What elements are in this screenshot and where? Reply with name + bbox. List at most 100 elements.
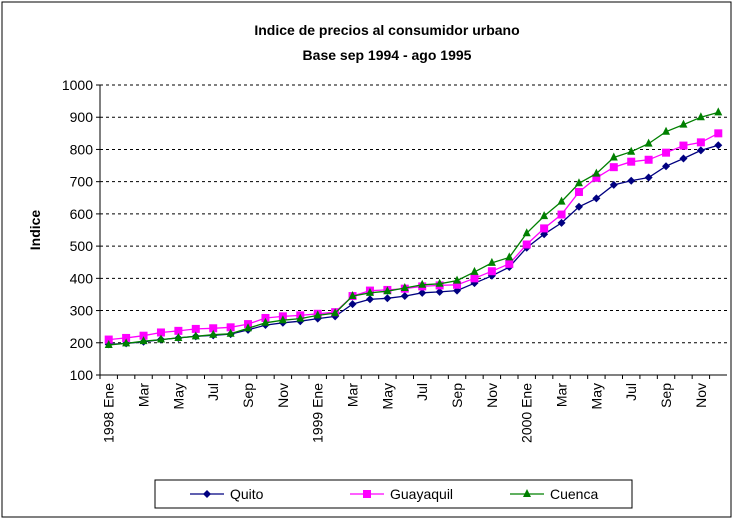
- data-point: [191, 331, 200, 340]
- data-point: [574, 187, 583, 196]
- y-tick-label: 800: [70, 141, 94, 157]
- data-point: [244, 323, 253, 332]
- data-point: [331, 308, 340, 317]
- data-point: [400, 283, 409, 291]
- data-point: [627, 157, 636, 166]
- data-point: [435, 278, 444, 287]
- data-point: [679, 154, 688, 163]
- data-point: [609, 180, 618, 189]
- data-point: [522, 240, 531, 249]
- data-point: [487, 257, 496, 266]
- y-axis-label: Indice: [27, 210, 43, 251]
- series-line: [108, 111, 719, 346]
- data-point: [644, 155, 653, 164]
- y-tick-label: 500: [70, 238, 94, 254]
- data-point: [470, 266, 479, 275]
- data-point: [714, 129, 723, 138]
- data-point: [714, 141, 723, 150]
- data-point: [679, 141, 688, 150]
- y-tick-label: 300: [70, 303, 94, 319]
- data-point: [209, 324, 218, 333]
- data-point: [557, 210, 566, 219]
- data-point: [278, 315, 287, 324]
- data-point: [627, 146, 636, 155]
- data-point: [714, 107, 723, 116]
- data-point: [104, 340, 113, 349]
- data-point: [696, 146, 705, 155]
- x-tick-label: May: [379, 383, 395, 409]
- data-point: [592, 194, 601, 203]
- y-tick-label: 400: [70, 270, 94, 286]
- data-point: [139, 336, 148, 345]
- data-point: [505, 252, 514, 261]
- legend-label: Cuenca: [550, 486, 598, 502]
- legend-marker: [203, 490, 211, 498]
- data-point: [209, 329, 218, 338]
- data-point: [261, 317, 270, 326]
- data-point: [435, 287, 444, 296]
- data-point: [487, 267, 496, 276]
- data-point: [662, 162, 671, 171]
- x-tick-label: Jul: [414, 383, 430, 401]
- data-point: [609, 152, 618, 161]
- data-point: [365, 287, 374, 296]
- data-point: [609, 163, 618, 172]
- data-point: [156, 328, 165, 337]
- x-tick-label: Jul: [205, 383, 221, 401]
- data-point: [122, 333, 131, 342]
- data-point: [348, 300, 357, 309]
- data-point: [696, 138, 705, 147]
- legend-label: Guayaquil: [390, 486, 453, 502]
- data-point: [418, 288, 427, 297]
- data-point: [644, 173, 653, 182]
- x-tick-label: 1998 Ene: [101, 383, 117, 443]
- x-tick-label: Sep: [658, 383, 674, 408]
- y-tick-label: 100: [70, 367, 94, 383]
- data-point: [574, 202, 583, 211]
- y-tick-label: 200: [70, 335, 94, 351]
- x-tick-label: Sep: [240, 383, 256, 408]
- data-point: [540, 211, 549, 220]
- data-point: [662, 148, 671, 157]
- data-point: [104, 335, 113, 344]
- data-point: [627, 176, 636, 185]
- x-tick-label: Mar: [136, 383, 152, 407]
- data-point: [365, 295, 374, 304]
- y-tick-label: 1000: [62, 77, 93, 93]
- data-point: [174, 326, 183, 335]
- data-point: [644, 138, 653, 147]
- chart-title: Indice de precios al consumidor urbano: [254, 22, 519, 38]
- data-point: [505, 259, 514, 268]
- data-point: [453, 275, 462, 284]
- x-tick-label: Jul: [623, 383, 639, 401]
- data-point: [592, 173, 601, 182]
- x-tick-label: May: [170, 383, 186, 409]
- x-tick-label: Mar: [345, 383, 361, 407]
- data-point: [226, 328, 235, 337]
- data-point: [557, 218, 566, 227]
- y-tick-label: 600: [70, 206, 94, 222]
- data-point: [313, 310, 322, 319]
- data-point: [574, 178, 583, 187]
- data-point: [470, 274, 479, 283]
- data-point: [122, 338, 131, 347]
- data-point: [557, 196, 566, 205]
- x-tick-label: Nov: [484, 383, 500, 408]
- x-tick-label: Mar: [554, 383, 570, 407]
- data-point: [226, 323, 235, 332]
- chart-subtitle: Base sep 1994 - ago 1995: [303, 47, 472, 63]
- x-tick-label: May: [588, 383, 604, 409]
- x-tick-label: Nov: [275, 383, 291, 408]
- data-point: [296, 313, 305, 322]
- data-point: [139, 331, 148, 340]
- data-point: [418, 279, 427, 288]
- legend-label: Quito: [230, 486, 264, 502]
- data-point: [592, 168, 601, 177]
- data-point: [696, 112, 705, 121]
- data-point: [156, 334, 165, 343]
- y-tick-label: 900: [70, 109, 94, 125]
- data-point: [383, 286, 392, 295]
- data-point: [679, 119, 688, 128]
